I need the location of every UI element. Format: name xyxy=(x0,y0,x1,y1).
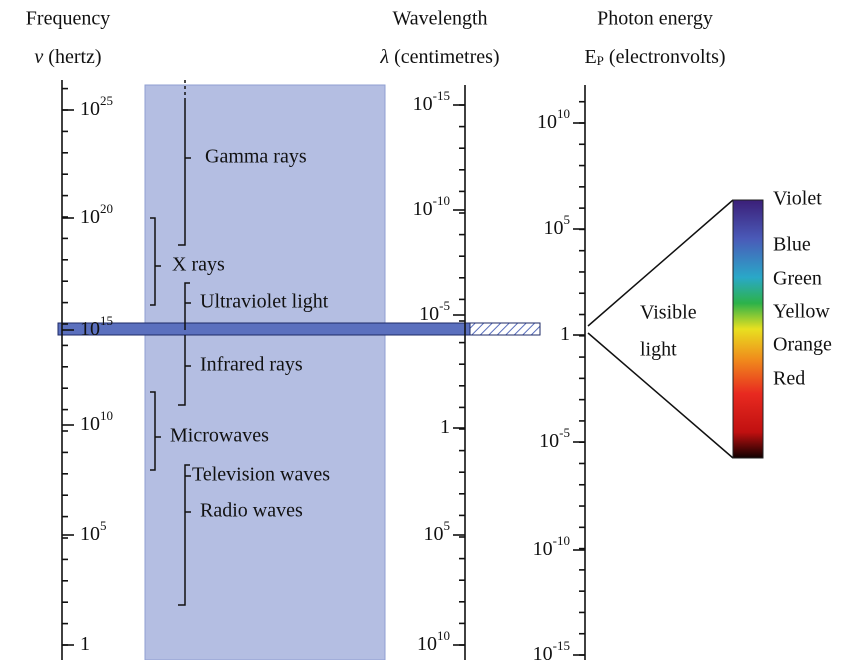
tick-base: 10 xyxy=(413,93,433,115)
tick-label: 105 xyxy=(424,518,451,545)
tick-base: 10 xyxy=(539,430,559,452)
tick-base: 10 xyxy=(80,206,100,228)
color-label: Red xyxy=(773,368,805,390)
tick-exponent: -10 xyxy=(433,193,450,208)
tick-label: 1010 xyxy=(537,106,570,133)
tick-label: 1 xyxy=(80,633,90,655)
header-unit: EP(electronvolts) xyxy=(584,46,725,68)
tick-exponent: 5 xyxy=(564,212,571,227)
header-unit: v(hertz) xyxy=(34,46,101,68)
band-label: Infrared rays xyxy=(200,354,303,376)
tick-base: 10 xyxy=(533,643,553,660)
tick-exponent: 10 xyxy=(437,628,450,643)
color-label: Yellow xyxy=(773,301,830,323)
tick-label: 1020 xyxy=(80,201,113,228)
header-unit: λ(centimetres) xyxy=(379,46,499,68)
tick-base: 1 xyxy=(560,323,570,345)
tick-base: 1 xyxy=(80,633,90,655)
tick-base: 10 xyxy=(80,413,100,435)
color-label: Green xyxy=(773,268,822,290)
tick-label: 10-10 xyxy=(533,533,570,560)
tick-base: 10 xyxy=(80,318,100,340)
tick-exponent: -5 xyxy=(559,425,570,440)
tick-label: 1 xyxy=(560,323,570,345)
tick-label: 10-5 xyxy=(539,425,570,452)
tick-label: 105 xyxy=(544,212,571,239)
tick-exponent: 10 xyxy=(100,408,113,423)
tick-label: 10-10 xyxy=(413,193,450,220)
visible-label: light xyxy=(640,339,677,361)
tick-label: 1 xyxy=(440,416,450,438)
color-label: Violet xyxy=(773,188,822,210)
header-title: Frequency xyxy=(26,8,110,30)
tick-exponent: -15 xyxy=(433,88,450,103)
visible-label: Visible xyxy=(640,302,697,324)
tick-base: 10 xyxy=(413,198,433,220)
band-label: Microwaves xyxy=(170,425,269,447)
tick-label: 1010 xyxy=(417,628,450,655)
tick-base: 10 xyxy=(80,98,100,120)
tick-base: 10 xyxy=(533,538,553,560)
band-label: Radio waves xyxy=(200,500,303,522)
tick-label: 10-15 xyxy=(533,638,570,660)
header-title: Photon energy xyxy=(597,8,713,30)
tick-base: 10 xyxy=(537,111,557,133)
band-label: X rays xyxy=(172,254,225,276)
visible-strip xyxy=(58,323,470,335)
tick-label: 105 xyxy=(80,518,107,545)
tick-exponent: 20 xyxy=(100,201,113,216)
spectrum-diagram: Frequency v(hertz) Wavelength λ(centimet… xyxy=(0,0,860,660)
color-label: Orange xyxy=(773,334,832,356)
tick-exponent: 10 xyxy=(557,106,570,121)
visible-gradient xyxy=(733,200,763,458)
tick-base: 10 xyxy=(419,303,439,325)
tick-label: 1010 xyxy=(80,408,113,435)
tick-base: 10 xyxy=(417,633,437,655)
band-label: Gamma rays xyxy=(205,146,307,168)
tick-exponent: 5 xyxy=(444,518,451,533)
tick-label: 10-5 xyxy=(419,298,450,325)
tick-base: 10 xyxy=(544,217,564,239)
tick-exponent: -10 xyxy=(553,533,570,548)
header-title: Wavelength xyxy=(392,8,487,30)
tick-exponent: 5 xyxy=(100,518,107,533)
band-label: Ultraviolet light xyxy=(200,291,329,313)
tick-label: 10-15 xyxy=(413,88,450,115)
tick-exponent: 15 xyxy=(100,313,113,328)
tick-exponent: -15 xyxy=(553,638,570,653)
tick-label: 1025 xyxy=(80,93,113,120)
tick-exponent: 25 xyxy=(100,93,113,108)
color-label: Blue xyxy=(773,234,811,256)
band-label: Television waves xyxy=(192,464,330,486)
tick-base: 1 xyxy=(440,416,450,438)
tick-base: 10 xyxy=(80,523,100,545)
tick-base: 10 xyxy=(424,523,444,545)
tick-exponent: -5 xyxy=(439,298,450,313)
tick-label: 1015 xyxy=(80,313,113,340)
visible-strip-hatched xyxy=(470,323,540,335)
